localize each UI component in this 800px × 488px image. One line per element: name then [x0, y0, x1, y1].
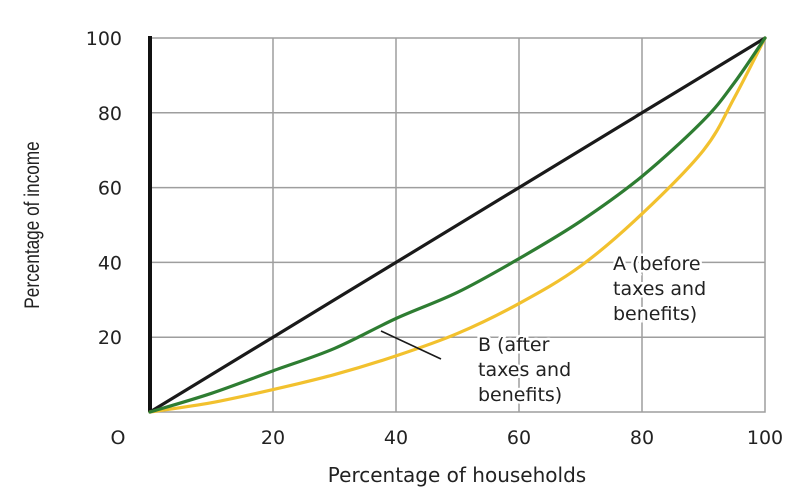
annotation-b: B (after	[478, 334, 550, 356]
annotations: A (before taxes and benefits) B (after taxes…	[476, 251, 709, 409]
annotation-b-leader	[380, 330, 442, 360]
y-tick-labels: 20 40 60 80 100	[86, 28, 122, 349]
x-tick-label: 20	[261, 427, 285, 449]
annotation-b: taxes and	[478, 359, 571, 381]
y-axis-label: Percentage of income	[22, 141, 45, 308]
annotation-b: benefits)	[478, 384, 562, 406]
y-tick-label: 60	[98, 178, 122, 200]
x-tick-label: 60	[507, 427, 531, 449]
x-tick-labels: O 20 40 60 80 100	[111, 427, 784, 449]
curve-b-after-taxes	[148, 36, 767, 414]
x-tick-label: 80	[630, 427, 654, 449]
y-tick-label: 40	[98, 252, 122, 274]
series-lines	[148, 36, 767, 414]
grid	[150, 38, 765, 412]
y-tick-label: 80	[98, 103, 122, 125]
annotation-a: A (before	[613, 253, 701, 275]
x-axis-label: Percentage of households	[328, 463, 586, 487]
x-tick-label: 40	[384, 427, 408, 449]
y-tick-label: 20	[98, 327, 122, 349]
y-tick-label: 100	[86, 28, 122, 50]
annotation-a: benefits)	[613, 303, 697, 325]
x-tick-label: 100	[747, 427, 783, 449]
plot-frame	[148, 36, 766, 413]
x-tick-label: O	[111, 427, 126, 449]
annotation-a: taxes and	[613, 278, 706, 300]
curve-a-before-taxes	[148, 36, 767, 414]
equality-line	[148, 36, 767, 414]
